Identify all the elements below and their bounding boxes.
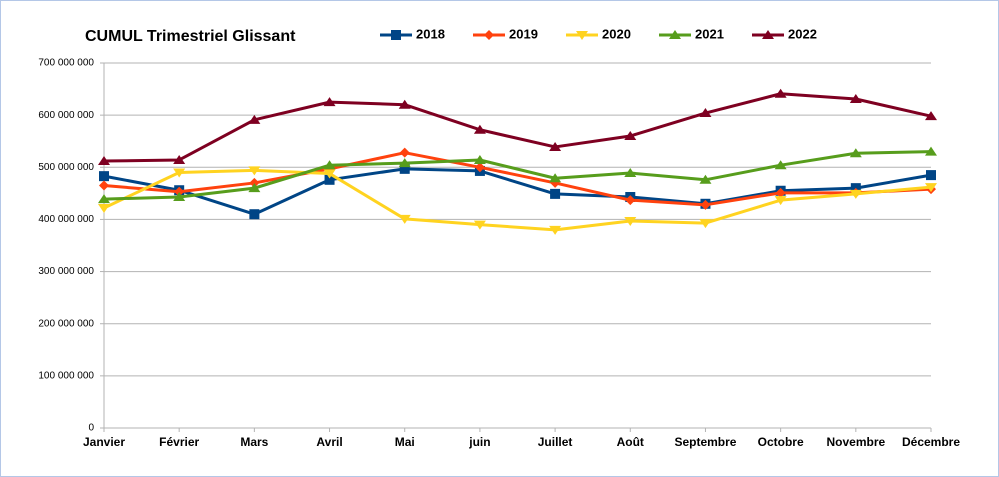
- y-tick-label: 500 000 000: [38, 162, 94, 173]
- data-point: [323, 97, 336, 107]
- data-point: [173, 192, 186, 202]
- x-tick-label: Décembre: [902, 435, 960, 449]
- data-point: [473, 124, 486, 134]
- y-tick-label: 400 000 000: [38, 214, 94, 225]
- x-tick-label: Mai: [395, 435, 415, 449]
- data-point: [98, 203, 110, 213]
- data-point: [624, 131, 637, 140]
- data-point: [473, 154, 486, 164]
- data-point: [98, 194, 110, 204]
- legend-label: 2021: [695, 26, 724, 41]
- x-tick-label: Juillet: [538, 435, 573, 449]
- data-point: [849, 148, 862, 158]
- legend-marker: [576, 31, 588, 40]
- data-point: [249, 209, 260, 220]
- data-point: [174, 186, 185, 197]
- legend-marker: [669, 30, 681, 39]
- data-point: [700, 199, 711, 210]
- data-point: [925, 111, 937, 121]
- data-point: [323, 169, 336, 179]
- data-point: [925, 146, 937, 156]
- data-point: [624, 168, 637, 178]
- data-point: [99, 180, 109, 191]
- data-point: [248, 114, 261, 124]
- x-tick-label: Novembre: [826, 435, 885, 449]
- x-tick-label: Mars: [240, 435, 268, 449]
- data-point: [550, 188, 561, 199]
- legend-marker: [762, 30, 774, 39]
- y-tick-label: 300 000 000: [38, 266, 94, 277]
- data-point: [249, 177, 260, 188]
- data-point: [625, 195, 636, 206]
- chart-title: CUMUL Trimestriel Glissant: [85, 28, 296, 45]
- data-point: [699, 108, 712, 118]
- data-point: [775, 187, 786, 198]
- data-point: [699, 174, 712, 184]
- data-point: [399, 163, 410, 174]
- data-point: [473, 220, 486, 230]
- data-point: [926, 170, 936, 181]
- x-tick-label: Avril: [316, 435, 342, 449]
- data-point: [248, 183, 261, 193]
- legend-label: 2018: [416, 26, 445, 41]
- x-tick-label: Janvier: [83, 435, 125, 449]
- data-point: [699, 219, 712, 229]
- y-tick-label: 700 000 000: [38, 58, 94, 69]
- data-point: [774, 88, 787, 98]
- x-tick-label: Août: [617, 435, 644, 449]
- data-point: [248, 166, 261, 176]
- y-tick-label: 100 000 000: [38, 370, 94, 381]
- data-point: [474, 162, 485, 173]
- data-point: [849, 189, 862, 199]
- data-point: [398, 158, 411, 168]
- data-point: [398, 99, 411, 109]
- data-point: [99, 171, 109, 182]
- legend-marker: [391, 30, 401, 40]
- data-point: [398, 214, 411, 224]
- data-point: [173, 168, 186, 178]
- data-point: [173, 154, 186, 164]
- data-point: [399, 147, 410, 158]
- data-point: [549, 225, 562, 235]
- legend-label: 2020: [602, 26, 631, 41]
- data-point: [324, 174, 335, 185]
- data-point: [323, 160, 336, 170]
- y-tick-label: 200 000 000: [38, 318, 94, 329]
- y-tick-label: 0: [88, 423, 94, 434]
- legend-marker: [484, 30, 494, 40]
- data-point: [98, 156, 110, 166]
- x-tick-label: Février: [159, 435, 199, 449]
- series-line: [103, 168, 932, 232]
- legend-label: 2022: [788, 26, 817, 41]
- series-line: [103, 167, 932, 216]
- x-tick-label: juin: [468, 435, 490, 449]
- x-tick-label: Octobre: [758, 435, 804, 449]
- data-point: [774, 196, 787, 206]
- data-point: [925, 183, 937, 193]
- x-tick-label: Septembre: [674, 435, 736, 449]
- data-point: [849, 93, 862, 103]
- series-line: [103, 150, 932, 201]
- series-line: [103, 92, 932, 163]
- legend-label: 2019: [509, 26, 538, 41]
- data-point: [624, 216, 637, 226]
- data-point: [549, 173, 562, 183]
- data-point: [549, 141, 562, 151]
- y-tick-label: 600 000 000: [38, 110, 94, 121]
- data-point: [774, 160, 787, 170]
- series-line: [103, 151, 932, 207]
